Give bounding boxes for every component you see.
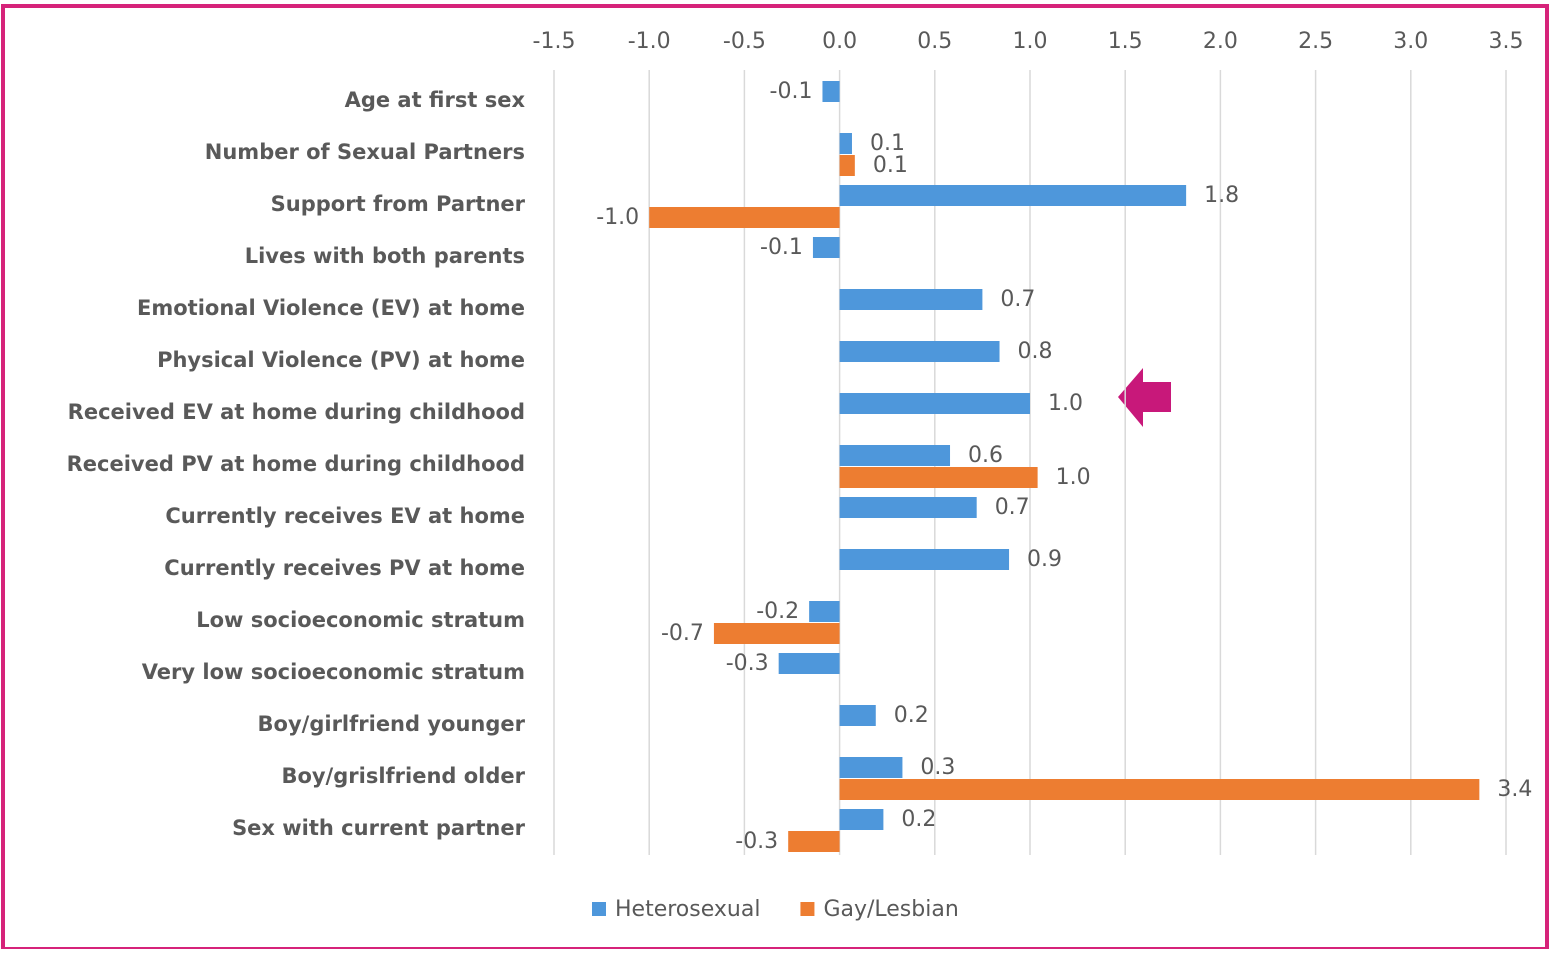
legend-swatch: [800, 902, 815, 916]
legend-label: Heterosexual: [615, 897, 760, 922]
bar: [839, 497, 977, 518]
value-label: -0.3: [726, 651, 769, 676]
x-tick-label: -0.5: [723, 29, 766, 54]
bar: [839, 133, 852, 154]
bar: [839, 393, 1030, 414]
bar: [839, 809, 884, 830]
category-label: Received PV at home during childhood: [67, 452, 525, 476]
bar: [839, 445, 951, 466]
category-label: Very low socioeconomic stratum: [142, 660, 525, 684]
category-label: Age at first sex: [345, 88, 526, 112]
category-label: Boy/grislfriend older: [281, 764, 525, 788]
x-tick-label: 2.5: [1298, 29, 1333, 54]
value-label: 3.4: [1497, 777, 1532, 802]
category-label: Number of Sexual Partners: [205, 140, 525, 164]
value-label: 0.3: [920, 755, 955, 780]
x-tick-label: 1.5: [1108, 29, 1143, 54]
value-label: 0.1: [870, 131, 905, 156]
category-label: Currently receives PV at home: [164, 556, 525, 580]
bar: [822, 81, 840, 102]
value-label: 0.2: [894, 703, 929, 728]
value-label: 0.7: [995, 495, 1030, 520]
bar: [788, 831, 840, 852]
legend-swatch: [592, 902, 606, 916]
category-label: Currently receives EV at home: [165, 504, 525, 528]
value-label: 1.0: [1056, 465, 1091, 490]
x-tick-label: 3.5: [1489, 29, 1524, 54]
category-label: Lives with both parents: [245, 244, 525, 268]
category-label: Support from Partner: [271, 192, 526, 216]
bar: [839, 705, 876, 726]
value-label: 0.6: [968, 443, 1003, 468]
bar: [839, 779, 1480, 800]
category-label: Boy/girlfriend younger: [258, 712, 526, 736]
value-label: -1.0: [596, 205, 639, 230]
bar: [839, 467, 1038, 488]
bar: [778, 653, 840, 674]
arrow: [1118, 368, 1171, 427]
value-label: -0.1: [770, 79, 813, 104]
bar: [839, 341, 1000, 362]
value-label: -0.3: [735, 829, 778, 854]
x-tick-label: 1.0: [1013, 29, 1048, 54]
legend-label: Gay/Lesbian: [823, 897, 958, 922]
bar: [649, 207, 840, 228]
value-label: 0.9: [1027, 547, 1062, 572]
value-label: 0.8: [1018, 339, 1053, 364]
x-tick-label: -1.0: [628, 29, 671, 54]
value-label: -0.7: [661, 621, 704, 646]
bar: [809, 601, 840, 622]
value-label: 1.8: [1204, 183, 1239, 208]
bar: [713, 623, 840, 644]
category-label: Received EV at home during childhood: [68, 400, 525, 424]
x-tick-label: 3.0: [1393, 29, 1428, 54]
category-label: Low socioeconomic stratum: [196, 608, 525, 632]
bar: [839, 289, 983, 310]
value-label: -0.1: [760, 235, 803, 260]
value-label: 1.0: [1048, 391, 1083, 416]
bar: [839, 549, 1010, 570]
value-label: 0.7: [1000, 287, 1035, 312]
category-label: Emotional Violence (EV) at home: [137, 296, 525, 320]
x-tick-label: -1.5: [533, 29, 576, 54]
bar: [839, 185, 1187, 206]
x-tick-label: 0.0: [822, 29, 857, 54]
bar: [839, 155, 855, 176]
category-label: Physical Violence (PV) at home: [157, 348, 525, 372]
bar: [812, 237, 840, 258]
value-label: 0.2: [901, 807, 936, 832]
category-label: Sex with current partner: [232, 816, 526, 840]
value-label: 0.1: [873, 153, 908, 178]
x-tick-label: 0.5: [917, 29, 952, 54]
bar: [839, 757, 903, 778]
x-tick-label: 2.0: [1203, 29, 1238, 54]
value-label: -0.2: [756, 599, 799, 624]
